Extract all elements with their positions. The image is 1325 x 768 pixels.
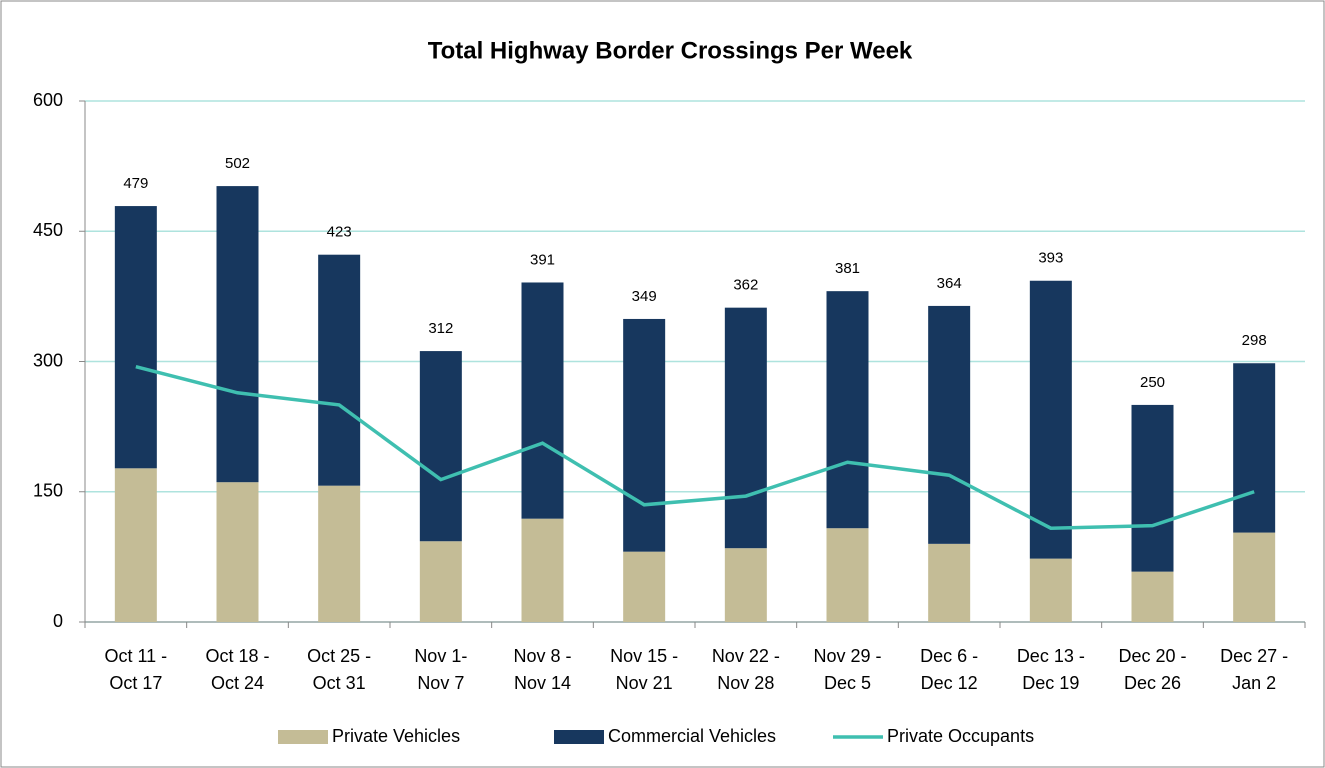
bar-total-label: 381 <box>835 260 860 277</box>
bar-total-label: 502 <box>225 155 250 172</box>
x-tick-label: Nov 1- <box>414 646 467 666</box>
bar <box>623 318 666 552</box>
x-tick-label: Dec 26 <box>1124 673 1181 693</box>
bar <box>114 206 157 469</box>
x-tick-label: Nov 15 - <box>610 646 678 666</box>
bar-total-label: 391 <box>530 251 555 268</box>
y-tick-label: 600 <box>33 90 63 110</box>
bar <box>1029 280 1072 559</box>
bar <box>216 482 259 622</box>
line <box>135 365 1255 530</box>
x-tick-label: Dec 27 - <box>1220 646 1288 666</box>
y-tick-label: 300 <box>33 350 63 370</box>
x-tick-label: Dec 5 <box>824 673 871 693</box>
x-tick-label: Oct 25 - <box>307 646 371 666</box>
bar-total-label: 423 <box>327 224 352 241</box>
bar-total-label: 393 <box>1038 250 1063 267</box>
x-tick-label: Oct 17 <box>109 673 162 693</box>
bar <box>724 307 767 549</box>
bar <box>724 548 767 622</box>
bar-total-label: 298 <box>1242 332 1267 349</box>
x-tick-label: Dec 20 - <box>1118 646 1186 666</box>
legend-swatch <box>278 730 328 744</box>
x-tick-label: Oct 18 - <box>205 646 269 666</box>
bar-total-label: 312 <box>428 320 453 337</box>
legend-label: Private Vehicles <box>332 726 460 746</box>
x-tick-label: Nov 8 - <box>513 646 571 666</box>
x-tick-label: Oct 24 <box>211 673 264 693</box>
x-tick-label: Nov 29 - <box>813 646 881 666</box>
bar <box>216 186 259 483</box>
x-tick-label: Dec 13 - <box>1017 646 1085 666</box>
bar <box>826 528 869 622</box>
bar <box>318 254 361 486</box>
bar <box>521 518 564 622</box>
bar <box>1029 558 1072 622</box>
y-tick-label: 150 <box>33 481 63 501</box>
bar-total-label: 364 <box>937 275 962 292</box>
x-tick-label: Nov 7 <box>417 673 464 693</box>
bar <box>928 543 971 622</box>
bar <box>1131 571 1174 622</box>
x-tick-label: Nov 21 <box>616 673 673 693</box>
bar <box>826 291 869 529</box>
bar <box>521 282 564 519</box>
legend-label: Private Occupants <box>887 726 1034 746</box>
x-tick-label: Oct 31 <box>313 673 366 693</box>
x-tick-label: Nov 22 - <box>712 646 780 666</box>
bar <box>928 305 971 544</box>
chart-title: Total Highway Border Crossings Per Week <box>428 37 913 64</box>
x-tick-label: Oct 11 - <box>104 646 167 666</box>
x-tick-label: Dec 19 <box>1022 673 1079 693</box>
bar <box>419 351 462 542</box>
bar <box>318 485 361 622</box>
bar <box>1233 532 1276 622</box>
bar <box>419 541 462 622</box>
y-tick-label: 0 <box>53 611 63 631</box>
bar <box>114 468 157 622</box>
bar-total-label: 362 <box>733 277 758 294</box>
bar <box>1131 404 1174 572</box>
x-tick-label: Dec 6 - <box>920 646 978 666</box>
bar <box>623 551 666 622</box>
x-tick-label: Nov 14 <box>514 673 571 693</box>
bar <box>1233 363 1276 533</box>
x-tick-label: Nov 28 <box>717 673 774 693</box>
legend-label: Commercial Vehicles <box>608 726 776 746</box>
bar-total-label: 349 <box>632 288 657 305</box>
bar-total-label: 250 <box>1140 374 1165 391</box>
x-tick-label: Jan 2 <box>1232 673 1276 693</box>
x-tick-label: Dec 12 <box>921 673 978 693</box>
y-tick-label: 450 <box>33 220 63 240</box>
bar-total-label: 479 <box>123 175 148 192</box>
legend-swatch <box>554 730 604 744</box>
